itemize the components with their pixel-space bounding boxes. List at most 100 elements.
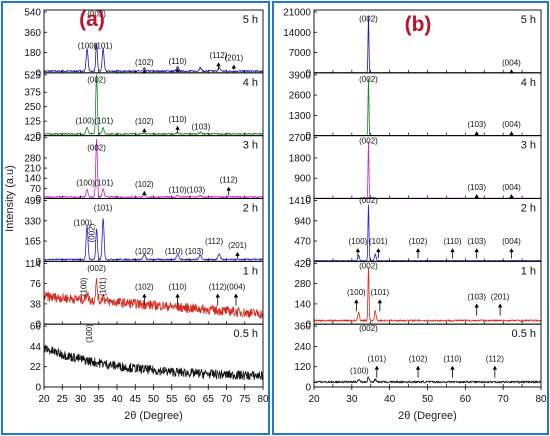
xrd-series-line <box>313 204 542 262</box>
y-tick-label: 360 <box>24 28 41 39</box>
peak-label: (100) <box>85 324 94 343</box>
peak-label: (103) <box>467 120 486 129</box>
y-tick-label: 420 <box>294 259 311 270</box>
y-tick-label: 940 <box>294 216 311 227</box>
peak-label: (102) <box>135 247 154 256</box>
peak-arrow-head <box>474 303 479 308</box>
x-tick-label: 40 <box>384 394 396 405</box>
y-tick-label: 250 <box>24 102 41 113</box>
peak-label: (101) <box>369 237 388 246</box>
peak-arrow-head <box>509 131 514 136</box>
y-tick-label: 240 <box>294 342 311 353</box>
peak-label: (103) <box>185 247 204 256</box>
y-tick-label: 330 <box>24 216 41 227</box>
subplot-b-1: 0 1300 2600 3900 4 h (002) (103) (004) <box>289 70 542 142</box>
y-tick-label: 1410 <box>289 196 312 207</box>
peak-arrow-head <box>215 293 220 298</box>
x-tick-label: 60 <box>460 394 472 405</box>
peak-label: (102) <box>409 237 428 246</box>
subplot-b-3: 0 470 940 1410 2 h (002) (100) (101) (102) (110) (… <box>289 196 542 268</box>
peak-label: (002) <box>359 75 378 84</box>
x-tick-label: 50 <box>422 394 434 405</box>
peak-arrow-head <box>415 365 421 370</box>
y-tick-label: 76 <box>30 279 42 290</box>
peak-label: (110) <box>443 355 461 364</box>
y-tick-label: 70 <box>30 184 42 195</box>
peak-label: (100) <box>76 117 95 126</box>
panel-label: (a) <box>79 8 105 31</box>
peak-arrow-head <box>175 67 180 72</box>
y-tick-label: 21000 <box>283 8 311 19</box>
y-tick-label: 180 <box>24 48 41 59</box>
peak-label: (112) <box>205 237 223 246</box>
peak-arrow-head <box>355 248 361 253</box>
peak-label: (100) <box>349 237 368 246</box>
peak-label: (002) <box>359 324 378 333</box>
peak-label: (101) <box>94 42 113 51</box>
peak-label: (002) <box>359 261 378 270</box>
peak-arrow-head <box>474 193 479 198</box>
y-tick-label: 7000 <box>289 48 312 59</box>
subplot-b-2: 0 900 1800 2700 3 h (002) (103) (004) <box>289 133 542 205</box>
x-axis-label: 2θ (Degree) <box>124 410 183 422</box>
peak-arrow-head <box>142 190 147 195</box>
peak-label: (112) <box>209 51 227 60</box>
y-tick-label: 0 <box>35 68 41 79</box>
peak-arrow-head <box>175 125 180 130</box>
subplot-time-label: 1 h <box>243 265 258 277</box>
peak-label: (002) <box>359 196 378 205</box>
y-tick-label: 114 <box>25 259 41 270</box>
peak-arrow-head <box>509 248 514 253</box>
subplot-time-label: 5 h <box>521 14 536 26</box>
y-tick-label: 140 <box>294 299 311 310</box>
subplot-b-5: 0 120 240 360 0.5 h (002) (100) (101) (102) (110)… <box>294 322 542 394</box>
x-tick-label: 65 <box>203 394 215 405</box>
peak-label: (112) <box>209 282 227 291</box>
peak-arrow-head <box>374 365 380 370</box>
subplot-time-label: 4 h <box>521 77 536 89</box>
y-tick-label: 0 <box>305 131 311 142</box>
peak-label: (100) <box>78 42 97 51</box>
x-tick-label: 50 <box>148 394 160 405</box>
x-tick-label: 20 <box>308 394 320 405</box>
peak-label: (101) <box>370 288 389 297</box>
peak-arrow-head <box>175 293 180 298</box>
peak-label: (102) <box>135 180 154 189</box>
peak-label: (100) <box>76 178 95 187</box>
peak-label: (110) <box>165 247 183 256</box>
y-tick-label: 0 <box>35 257 41 268</box>
peak-arrow-head <box>235 251 240 256</box>
peak-label: (201) <box>224 53 243 62</box>
peak-label: (110) <box>443 237 461 246</box>
x-tick-label: 75 <box>239 394 251 405</box>
peak-label: (101) <box>367 355 386 364</box>
subplot-a-0: 0 180 360 540 5 h (100) (002) (101) (102) (110) (1… <box>24 8 264 79</box>
peak-arrow-head <box>509 193 514 198</box>
y-tick-label: 280 <box>24 153 41 164</box>
y-tick-label: 525 <box>24 70 41 81</box>
subplot-frame <box>43 135 264 199</box>
peak-arrow-head <box>474 248 479 253</box>
y-tick-label: 2600 <box>289 91 312 102</box>
peak-label: (002) <box>87 223 96 242</box>
y-tick-label: 140 <box>24 174 41 185</box>
peak-label: (102) <box>135 58 154 67</box>
y-tick-label: 0 <box>305 68 311 79</box>
peak-arrow-head <box>231 64 236 69</box>
peak-label: (110) <box>169 57 187 66</box>
y-tick-label: 0 <box>305 257 311 268</box>
subplot-time-label: 1 h <box>521 265 536 277</box>
y-axis-label: Intensity (a.u) <box>4 165 16 232</box>
peak-label: (103) <box>186 186 205 195</box>
peak-label: (100) <box>73 219 92 228</box>
xrd-series-line <box>43 277 264 319</box>
peak-label: (100) <box>347 288 366 297</box>
y-tick-label: 375 <box>24 88 41 99</box>
peak-label: (102) <box>135 282 154 291</box>
subplot-a-1: 0 125 250 375 525 4 h (100) (002) (101) (102) (110… <box>24 70 264 142</box>
subplot-frame <box>43 72 264 137</box>
x-tick-label: 20 <box>38 394 50 405</box>
y-tick-label: 360 <box>294 322 311 333</box>
y-tick-label: 495 <box>24 196 41 207</box>
